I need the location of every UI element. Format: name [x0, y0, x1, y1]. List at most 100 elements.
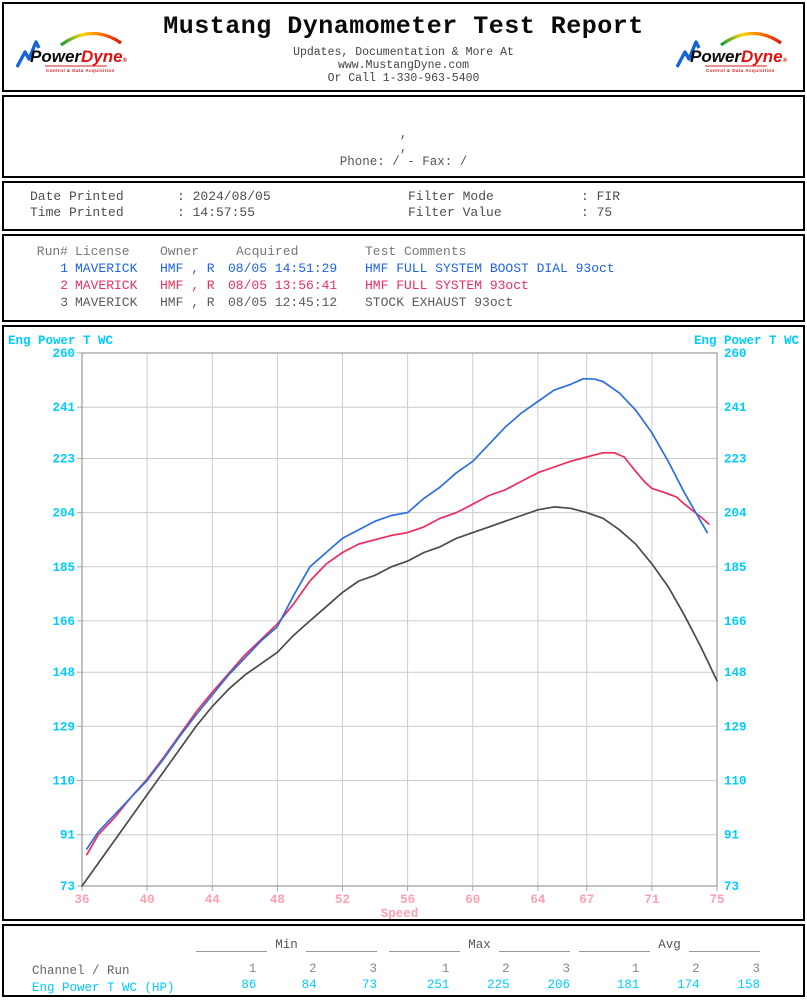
- print-info-label: Filter Mode: [408, 189, 494, 204]
- rainbow-arc-icon: [720, 31, 782, 47]
- y-tick-label-right: 110: [724, 775, 747, 789]
- x-tick-label: 75: [709, 893, 724, 907]
- print-info-value: : 75: [581, 205, 613, 220]
- run-acquired: 08/05 13:56:41: [228, 278, 338, 293]
- y-tick-label-left: 166: [52, 615, 75, 629]
- stats-group-rule: [196, 951, 268, 952]
- customer-city-line: ,: [399, 127, 408, 141]
- run-number: 1: [60, 261, 68, 276]
- powerdyne-logo-graphic: PowerDyne® Control & Data Acquisition: [15, 31, 128, 73]
- y-tick-label-left: 185: [52, 561, 75, 575]
- stats-value-row: 86 84 73: [196, 978, 377, 992]
- print-info-right-column: Filter Mode : FIR Filter Value : 75: [408, 189, 620, 221]
- x-tick-label: 48: [270, 893, 285, 907]
- logo-word-dyne: Dyne: [81, 47, 123, 66]
- mountain-icon: [675, 40, 701, 68]
- x-tick-label: 56: [400, 893, 415, 907]
- customer-info-box: , , Phone: / - Fax: /: [2, 95, 805, 178]
- stats-run-number: 2: [309, 962, 317, 976]
- phone-fax-line: Phone: / - Fax: /: [339, 155, 468, 169]
- y-tick-label-left: 223: [52, 453, 75, 467]
- stats-value: 158: [737, 978, 760, 992]
- y-tick-label-right: 260: [724, 347, 747, 361]
- x-tick-label: 67: [579, 893, 594, 907]
- stats-value: 181: [616, 978, 640, 992]
- power-curve-run-2: [86, 451, 710, 856]
- stats-run-number: 1: [631, 962, 640, 976]
- y-tick-label-right: 241: [724, 401, 747, 415]
- print-info-label: Filter Value: [408, 205, 502, 220]
- print-info-value: : FIR: [581, 189, 621, 204]
- stats-run-number: 2: [692, 962, 700, 976]
- run-acquired: 08/05 12:45:12: [228, 295, 338, 310]
- report-title: Mustang Dynamometer Test Report: [163, 12, 644, 41]
- print-info-label: Date Printed: [30, 189, 124, 204]
- run-comments: STOCK EXHAUST 93oct: [365, 295, 514, 310]
- stats-group-rule: [579, 951, 651, 952]
- run-acquired: 08/05 14:51:29: [228, 261, 338, 276]
- print-info-value: : 2024/08/05: [177, 189, 271, 204]
- stats-value: 174: [677, 978, 700, 992]
- stats-group-title: Avg: [658, 938, 681, 952]
- stats-group-title: Min: [275, 938, 298, 952]
- print-info-box: Date Printed: 2024/08/05 Time Printed: 14…: [2, 181, 805, 231]
- x-tick-label: 60: [465, 893, 480, 907]
- dyno-chart: 260 260 241 241 223 223 204 204 185 185 166 166 148 1…: [8, 334, 799, 919]
- stats-run-number: 3: [752, 962, 760, 976]
- stats-group-title: Max: [468, 938, 491, 952]
- run-license: MAVERICK: [75, 278, 138, 293]
- stats-value: 84: [301, 978, 317, 992]
- y-axis-title-left: Eng Power T WC: [8, 334, 114, 348]
- stats-run-number-row: 1 2 3: [579, 962, 760, 976]
- y-tick-label-left: 260: [52, 347, 75, 361]
- y-tick-label-right: 148: [724, 666, 747, 680]
- stats-table-box: Channel / Run Eng Power T WC (HP) Min 1 2 3…: [2, 924, 805, 997]
- run-license: MAVERICK: [75, 261, 138, 276]
- customer-lines: , , Phone: / - Fax: /: [4, 127, 803, 169]
- stats-group-max: Max 1 2 3 251 225 206: [389, 936, 571, 992]
- run-row: 1 MAVERICK HMF , R 08/05 14:51:29 HMF FULL S…: [4, 261, 803, 276]
- stats-group-rule: [688, 951, 761, 952]
- stats-value: 86: [241, 978, 257, 992]
- y-tick-label-left: 129: [52, 720, 75, 734]
- powerdyne-logo-graphic: PowerDyne® Control & Data Acquisition: [675, 31, 788, 73]
- y-tick-label-right: 91: [724, 829, 739, 843]
- y-tick-label-left: 148: [52, 666, 75, 680]
- x-tick-label: 71: [644, 893, 659, 907]
- stats-group-header: Max: [389, 936, 571, 953]
- dyno-chart-box: 260 260 241 241 223 223 204 204 185 185 166 166 148 1…: [2, 325, 805, 921]
- stats-group-rule: [389, 951, 461, 952]
- stats-run-number: 2: [502, 962, 510, 976]
- stats-value-row: 251 225 206: [389, 978, 570, 992]
- y-tick-label-left: 241: [52, 401, 75, 415]
- stats-run-number-row: 1 2 3: [389, 962, 570, 976]
- x-tick-label: 36: [74, 893, 89, 907]
- stats-group-header: Avg: [579, 936, 761, 953]
- run-header-acquired: Acquired: [236, 244, 299, 259]
- stats-run-number-row: 1 2 3: [196, 962, 377, 976]
- stats-channel-header: Channel / Run: [32, 964, 130, 978]
- x-tick-label: 52: [335, 893, 350, 907]
- logo-underline: [705, 65, 767, 67]
- plot-frame: [81, 352, 718, 887]
- print-info-left-column: Date Printed: 2024/08/05 Time Printed: 14…: [30, 189, 271, 221]
- powerdyne-logo-right: PowerDyne® Control & Data Acquisition: [675, 31, 791, 82]
- y-tick-label-right: 185: [724, 561, 747, 575]
- run-header-owner: Owner: [160, 244, 200, 259]
- logo-tagline: Control & Data Acquisition: [706, 68, 775, 73]
- stats-run-number: 3: [369, 962, 377, 976]
- stats-run-number: 1: [248, 962, 257, 976]
- y-tick-label-right: 129: [724, 720, 747, 734]
- y-tick-label-left: 91: [60, 829, 75, 843]
- stats-run-number: 3: [562, 962, 570, 976]
- power-curve-run-3: [81, 506, 718, 887]
- rainbow-arc-icon: [60, 31, 122, 47]
- run-header-comments: Test Comments: [365, 244, 467, 259]
- svg-text:PowerDyne®: PowerDyne®: [30, 47, 128, 66]
- y-tick-label-left: 73: [60, 880, 75, 894]
- mountain-icon: [15, 40, 41, 68]
- print-info-value: : 14:57:55: [177, 205, 256, 220]
- logo-underline: [45, 65, 107, 67]
- x-tick-label: 64: [530, 893, 546, 907]
